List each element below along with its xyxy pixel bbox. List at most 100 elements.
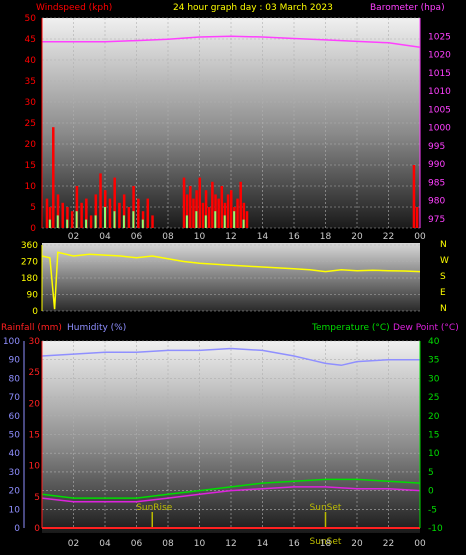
wind-gust-bar [113, 177, 116, 228]
rain-y-tick-label: 25 [29, 368, 40, 378]
wind-y-tick-label: 30 [25, 98, 37, 108]
wind-gust-bar [108, 198, 112, 228]
x-tick-label: 16 [288, 539, 300, 549]
wind-y-tick-label: 15 [25, 161, 36, 171]
direction-y-tick-label: 270 [21, 258, 38, 268]
wind-y-tick-label: 40 [25, 56, 37, 66]
wind-avg-bar [195, 211, 198, 228]
rain-y-tick-label: 15 [29, 431, 40, 441]
wind-avg-bar [85, 219, 88, 228]
compass-label: W [440, 256, 449, 266]
wind-gust-bar [45, 198, 49, 228]
wind-gust-bar [85, 198, 88, 228]
wind-gust-bar [70, 211, 74, 228]
wind-avg-bar [104, 207, 106, 228]
temperature-axis-title: Temperature (°C) [311, 323, 390, 333]
wind-gust-bar [52, 127, 55, 228]
x-tick-label: 10 [194, 539, 206, 549]
barometer-y-tick-label: 1020 [428, 51, 451, 61]
wind-gust-bar [195, 190, 198, 228]
wind-avg-bar [223, 215, 226, 228]
temp-y-tick-label: 10 [428, 449, 440, 459]
wind-gust-bar [211, 181, 214, 228]
barometer-y-tick-label: 1005 [428, 105, 451, 115]
direction-axes: 0 90 180 270 360 [21, 241, 43, 317]
wind-gust-bar [220, 186, 224, 228]
humidity-y-tick-label: 40 [9, 449, 21, 459]
x-tick-label: 12 [225, 539, 236, 549]
wind-avg-bar [204, 215, 207, 228]
barometer-y-tick-label: 990 [428, 160, 445, 170]
temp-y-tick-label: 5 [428, 468, 434, 478]
wind-gust-bar [239, 181, 242, 228]
rainfall-axis-title: Rainfall (mm) [1, 323, 62, 333]
wind-gust-bar [48, 207, 52, 228]
barometer-y-tick-label: 985 [428, 178, 445, 188]
wind-gust-bar [217, 198, 220, 228]
wind-gust-bar [89, 215, 93, 228]
wind-y-tick-label: 35 [25, 77, 36, 87]
temp-y-tick-label: 40 [428, 337, 440, 347]
wind-y-tick-label: 20 [25, 140, 37, 150]
x-tick-label: 22 [383, 539, 394, 549]
temp-y-tick-label: 20 [428, 412, 440, 422]
direction-grid [42, 244, 420, 312]
wind-gust-bar [56, 194, 60, 228]
chart-title: 24 hour graph day : 03 March 2023 [173, 3, 333, 13]
wind-avg-bar [185, 215, 188, 228]
barometer-y-tick-label: 1025 [428, 32, 451, 42]
dewpoint-axis-title: Dew Point (°C) [393, 323, 459, 333]
humidity-y-tick-label: 80 [9, 374, 21, 384]
wind-gust-bar [99, 173, 102, 228]
wind-gust-bar [236, 198, 239, 228]
temp-y-tick-label: 35 [428, 356, 439, 366]
wind-axis-title: Windspeed (kph) [36, 3, 112, 13]
wind-avg-bar [94, 215, 97, 228]
wind-gust-bar [198, 177, 201, 228]
wind-y-tick-label: 0 [30, 224, 36, 234]
wind-gust-bar [94, 194, 98, 228]
barometer-axis-title: Barometer (hpa) [370, 3, 445, 13]
temp-y-tick-label: 0 [428, 487, 434, 497]
x-tick-label: 14 [257, 232, 269, 242]
wind-avg-bar [56, 215, 59, 228]
humidity-y-tick-label: 50 [9, 431, 21, 441]
x-tick-label: 18 [320, 232, 332, 242]
wind-gust-bar [80, 202, 83, 228]
barometer-y-tick-label: 975 [428, 215, 445, 225]
sunset-label: SunSet [310, 503, 342, 513]
wind-gust-bar [192, 198, 195, 228]
temp-humidity-marks: SunRise SunSet SunSet [41, 347, 421, 547]
wind-avg-bar [122, 215, 125, 228]
x-tick-label: 12 [225, 232, 236, 242]
x-tick-label: 20 [351, 539, 363, 549]
barometer-y-tick-label: 1015 [428, 69, 451, 79]
humidity-axis-title: Humidity (%) [67, 323, 126, 333]
rain-y-tick-label: 5 [34, 493, 40, 503]
dewpoint-line [41, 486, 421, 503]
wind-avg-bar [75, 211, 78, 228]
wind-gust-bar [185, 194, 189, 228]
wind-avg-bar [214, 211, 217, 228]
wind-gust-bar [230, 190, 233, 228]
wind-avg-bar [242, 219, 245, 228]
wind-gust-bar [146, 198, 150, 228]
wind-y-tick-label: 45 [25, 35, 36, 45]
direction-marks [41, 251, 421, 310]
wind-avg-bar [113, 211, 116, 228]
temp-y-tick-label: 15 [428, 431, 439, 441]
rain-y-tick-label: 30 [29, 337, 41, 347]
wind-gust-bar [118, 202, 121, 228]
x-tick-label: 04 [99, 539, 111, 549]
wind-gust-bar [151, 215, 154, 228]
wind-gust-bar [61, 202, 64, 228]
compass-label: E [440, 288, 446, 298]
humidity-y-tick-label: 20 [9, 487, 21, 497]
wind-gust-bar [132, 186, 135, 228]
x-tick-label: 02 [68, 232, 79, 242]
humidity-y-tick-label: 70 [9, 393, 21, 403]
wind-direction-line [41, 251, 421, 310]
wind-avg-bar [132, 211, 135, 228]
